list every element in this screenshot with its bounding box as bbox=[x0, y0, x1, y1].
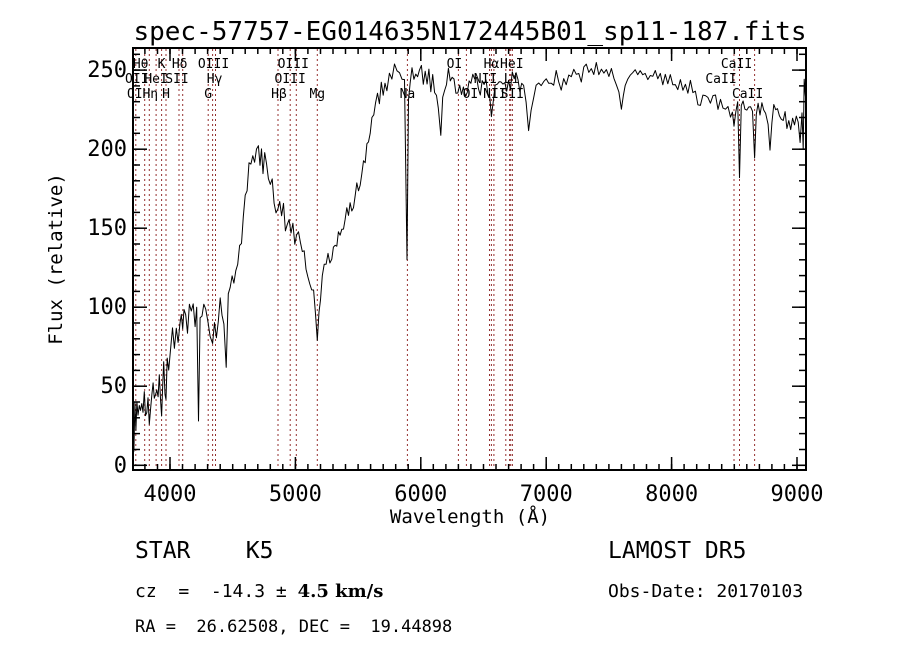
marker-label: CaII bbox=[732, 87, 763, 102]
x-tick-label: 8000 bbox=[645, 482, 698, 507]
axis-ticks bbox=[133, 48, 806, 470]
marker-label: K bbox=[158, 57, 166, 72]
y-tick-label: 50 bbox=[101, 374, 128, 399]
marker-label: Hθ bbox=[133, 57, 149, 72]
marker-label: NII bbox=[474, 72, 497, 87]
cz-prefix: cz = -14.3 ± bbox=[135, 581, 298, 602]
survey-label: LAMOST DR5 bbox=[608, 538, 747, 564]
spectral-marker-lines bbox=[135, 49, 756, 469]
marker-label: OIII bbox=[278, 57, 309, 72]
cz-line: cz = -14.3 ± 4.5 km/s bbox=[135, 581, 383, 602]
marker-label: HeI bbox=[500, 57, 523, 72]
marker-label: HeI bbox=[144, 72, 167, 87]
marker-label: NII bbox=[483, 87, 506, 102]
marker-label: OII bbox=[125, 72, 148, 87]
obs-date-label: Obs-Date: 20170103 bbox=[608, 581, 804, 602]
y-axis-label: Flux (relative) bbox=[45, 173, 67, 345]
x-tick-label: 7000 bbox=[520, 482, 573, 507]
marker-label: G bbox=[204, 87, 212, 102]
x-tick-label: 9000 bbox=[771, 482, 824, 507]
object-class-label: STAR K5 bbox=[135, 538, 274, 564]
y-tick-label: 100 bbox=[87, 295, 127, 320]
marker-label: CaII bbox=[705, 72, 736, 87]
marker-label: Mg bbox=[309, 87, 325, 102]
marker-label: OI bbox=[127, 87, 143, 102]
x-tick-label: 5000 bbox=[269, 482, 322, 507]
marker-label: SII bbox=[165, 72, 188, 87]
y-tick-label: 150 bbox=[87, 216, 127, 241]
marker-label: Hγ bbox=[207, 72, 223, 87]
x-tick-label: 4000 bbox=[144, 482, 197, 507]
plot-border bbox=[132, 47, 807, 471]
ra-dec-label: RA = 26.62508, DEC = 19.44898 bbox=[135, 617, 453, 637]
y-tick-label: 250 bbox=[87, 58, 127, 83]
marker-label: OIII bbox=[275, 72, 306, 87]
marker-label: Hη bbox=[142, 87, 158, 102]
y-tick-label: 200 bbox=[87, 137, 127, 162]
y-tick-label: 0 bbox=[114, 453, 127, 478]
marker-label: Hβ bbox=[271, 87, 287, 102]
x-axis-label: Wavelength (Å) bbox=[390, 505, 550, 528]
marker-label: OI bbox=[463, 87, 479, 102]
marker-label: H bbox=[162, 87, 170, 102]
axis-tick-labels: 4000 5000 6000 7000 8000 9000 0 50 100 150 200 250 bbox=[87, 58, 823, 507]
x-tick-label: 6000 bbox=[394, 482, 447, 507]
marker-label: Na bbox=[400, 87, 416, 102]
marker-label: Hα bbox=[484, 57, 500, 72]
marker-label: CaII bbox=[721, 57, 752, 72]
marker-label: OIII bbox=[198, 57, 229, 72]
marker-label: OI bbox=[447, 57, 463, 72]
chart-title: spec-57757-EG014635N172445B01_sp11-187.f… bbox=[133, 17, 806, 47]
cz-value: 4.5 km/s bbox=[297, 581, 384, 602]
marker-label: Hδ bbox=[172, 57, 188, 72]
spectrum-line bbox=[132, 62, 807, 452]
